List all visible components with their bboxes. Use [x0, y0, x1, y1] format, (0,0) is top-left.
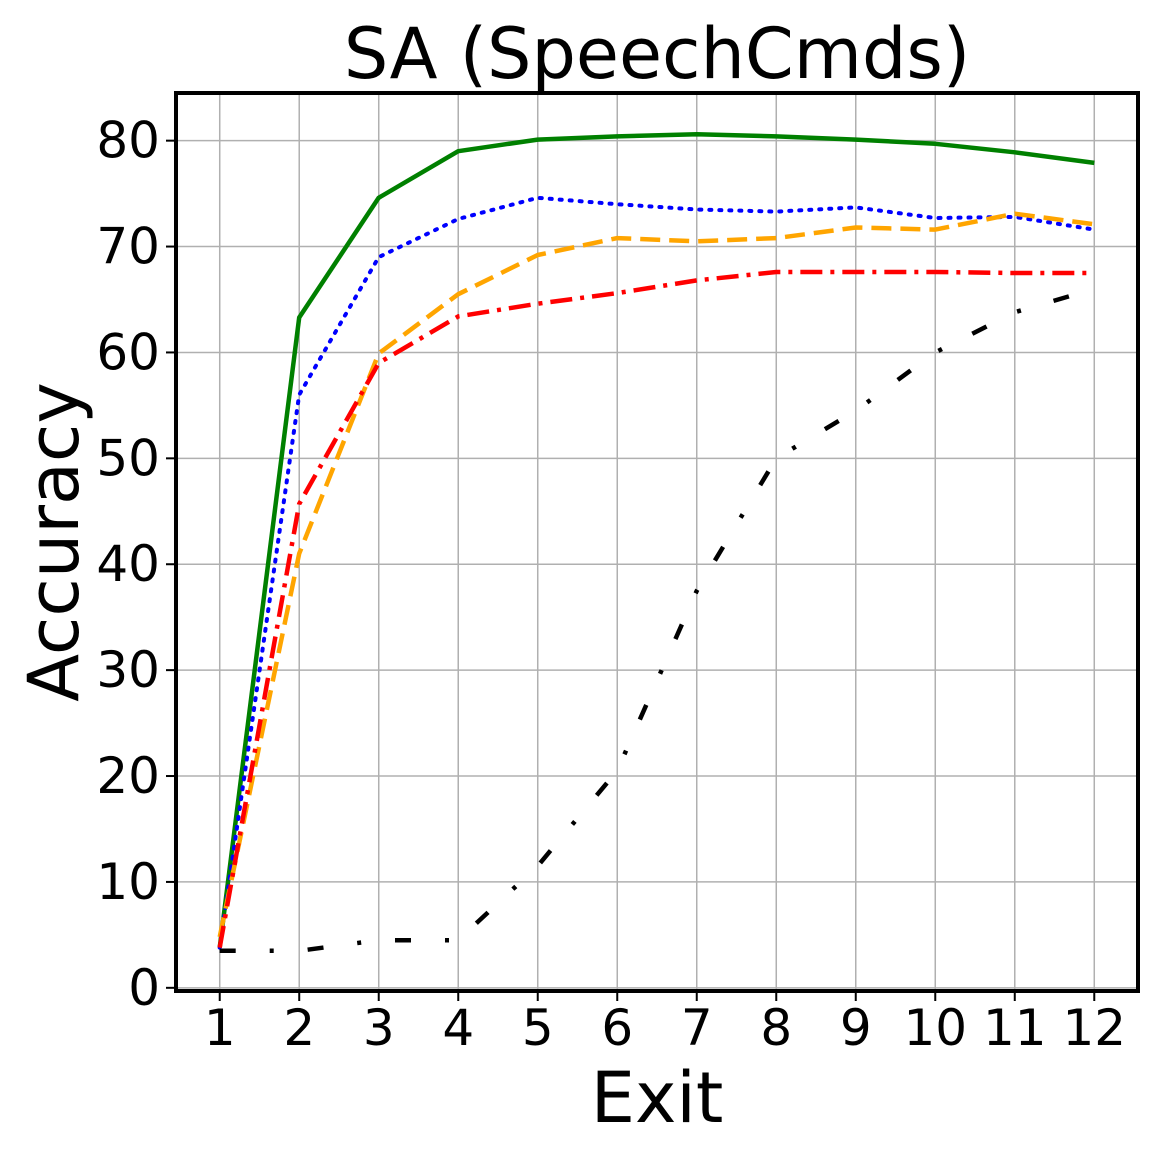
x-tick-label: 8 — [760, 999, 792, 1057]
grid — [176, 93, 1138, 991]
plot-lines — [217, 132, 1097, 954]
y-tick-label: 70 — [96, 218, 160, 276]
y-tick-label: 0 — [128, 959, 160, 1017]
x-tick-label: 12 — [1062, 999, 1126, 1057]
series-line-1 — [217, 132, 1095, 948]
series-line-5 — [219, 286, 1095, 954]
x-tick-label: 7 — [681, 999, 713, 1057]
series-line-4 — [217, 269, 1095, 948]
x-tick-label: 3 — [363, 999, 395, 1057]
series-line-2 — [217, 195, 1097, 950]
y-tick-label: 40 — [96, 535, 160, 593]
y-tick-label: 50 — [96, 429, 160, 487]
x-tick-label: 1 — [204, 999, 236, 1057]
chart-title: SA (SpeechCmds) — [344, 13, 970, 95]
x-tick-label: 5 — [522, 999, 554, 1057]
x-tick-label: 10 — [903, 999, 967, 1057]
y-tick-label: 10 — [96, 853, 160, 911]
x-axis-label: Exit — [591, 1057, 724, 1139]
y-axis-label: Accuracy — [13, 382, 95, 702]
y-tick-label: 80 — [96, 112, 160, 170]
x-tick-label: 2 — [283, 999, 315, 1057]
y-tick-label: 20 — [96, 747, 160, 805]
x-tick-label: 11 — [983, 999, 1047, 1057]
plot-frame — [174, 91, 1140, 993]
x-tick-label: 9 — [840, 999, 872, 1057]
x-tick-label: 4 — [442, 999, 474, 1057]
series-line-3 — [217, 211, 1095, 938]
y-tick-label: 30 — [96, 641, 160, 699]
x-tick-label: 6 — [601, 999, 633, 1057]
y-tick-label: 60 — [96, 323, 160, 381]
